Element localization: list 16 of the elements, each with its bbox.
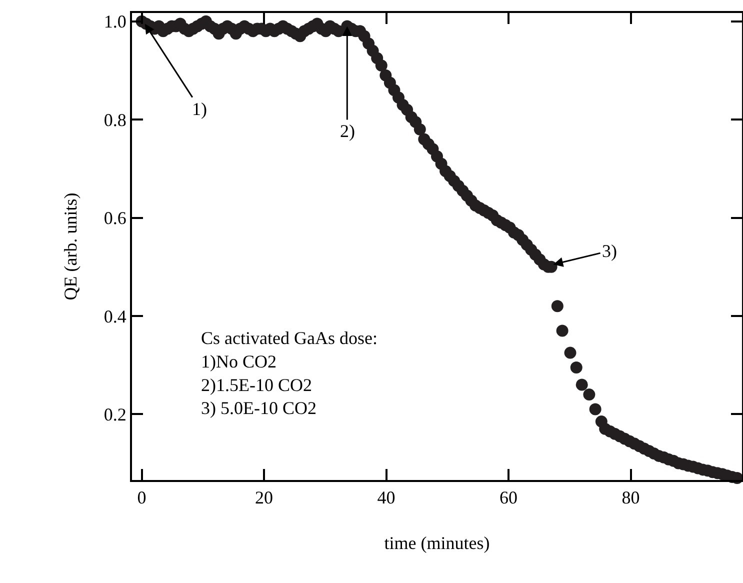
y-tick-label: 1.0: [104, 12, 126, 32]
y-tick-label: 0.4: [104, 306, 126, 326]
x-tick-label: 20: [255, 488, 274, 508]
annotation: 2): [340, 121, 355, 141]
x-tick-label: 0: [137, 488, 146, 508]
y-tick-label: 0.6: [104, 208, 126, 228]
x-tick-label: 60: [500, 488, 518, 508]
y-tick-label: 0.2: [104, 404, 126, 424]
y-axis-title: QE (arb. units): [60, 192, 81, 300]
x-axis-title: time (minutes): [384, 533, 490, 554]
x-tick-label: 80: [622, 488, 640, 508]
annotation: Cs activated GaAs dose: 1)No CO2 2)1.5E-10 CO2 3) 5.0E-10 CO2: [201, 328, 378, 418]
annotation: 3): [602, 241, 617, 261]
y-tick-label: 0.8: [104, 110, 126, 130]
x-tick-label: 40: [377, 488, 396, 508]
annotation: 1): [192, 99, 207, 119]
